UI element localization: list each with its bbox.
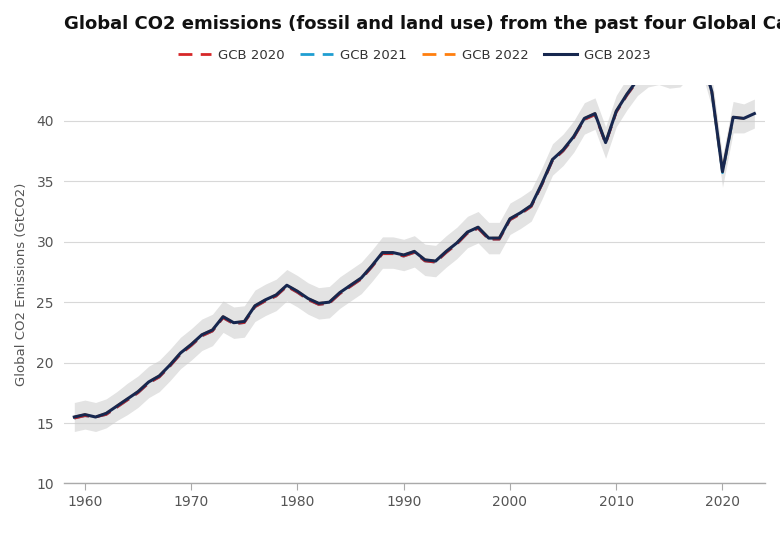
GCB 2021 [378, 250, 387, 257]
GCB 2022 [495, 235, 504, 241]
GCB 2020 [410, 249, 419, 256]
GCB 2020 [69, 415, 79, 422]
Line: GCB 2022: GCB 2022 [74, 55, 744, 417]
Line: GCB 2023: GCB 2023 [74, 55, 754, 417]
GCB 2020 [697, 52, 706, 59]
GCB 2023 [654, 66, 664, 72]
GCB 2022 [346, 282, 355, 288]
GCB 2021 [399, 253, 409, 259]
GCB 2023 [69, 414, 79, 420]
GCB 2020 [197, 333, 207, 339]
Legend: GCB 2020, GCB 2021, GCB 2022, GCB 2023: GCB 2020, GCB 2021, GCB 2022, GCB 2023 [172, 43, 656, 67]
GCB 2021 [250, 304, 260, 310]
GCB 2023 [229, 319, 239, 326]
GCB 2022 [154, 373, 164, 379]
GCB 2021 [729, 115, 738, 121]
GCB 2021 [697, 52, 706, 59]
GCB 2020 [218, 315, 228, 321]
Line: GCB 2020: GCB 2020 [74, 56, 712, 418]
GCB 2021 [271, 293, 281, 299]
GCB 2021 [69, 415, 79, 422]
Y-axis label: Global CO2 Emissions (GtCO2): Global CO2 Emissions (GtCO2) [15, 182, 28, 386]
GCB 2021 [526, 203, 536, 210]
GCB 2021 [718, 170, 727, 176]
Line: GCB 2021: GCB 2021 [74, 56, 733, 418]
GCB 2023 [750, 110, 759, 117]
GCB 2022 [697, 51, 706, 58]
GCB 2020 [622, 92, 632, 98]
GCB 2022 [399, 252, 409, 258]
GCB 2020 [292, 289, 302, 296]
GCB 2020 [452, 241, 462, 247]
Text: Global CO2 emissions (fossil and land use) from the past four Global Carbon Budg: Global CO2 emissions (fossil and land us… [64, 15, 780, 33]
GCB 2022 [505, 216, 515, 222]
GCB 2022 [441, 248, 451, 255]
GCB 2022 [69, 414, 79, 420]
GCB 2023 [271, 292, 281, 298]
GCB 2023 [729, 114, 738, 120]
GCB 2023 [697, 51, 706, 58]
GCB 2022 [739, 115, 749, 121]
GCB 2023 [356, 275, 366, 281]
GCB 2020 [707, 90, 717, 96]
GCB 2023 [420, 257, 430, 263]
